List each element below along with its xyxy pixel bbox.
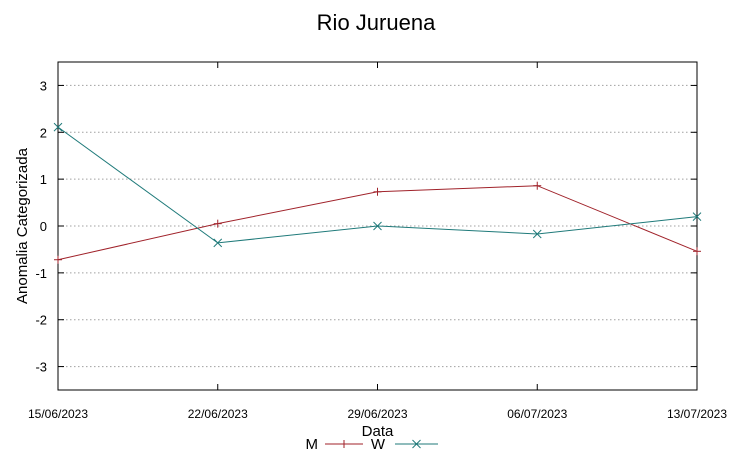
x-tick-label: 06/07/2023: [507, 407, 567, 421]
x-tick-label: 13/07/2023: [667, 407, 727, 421]
y-tick-label: 3: [40, 78, 47, 93]
y-axis-ticks: 3 2 1 0 -1 -2 -3: [35, 78, 697, 375]
data-point-w: [532, 229, 542, 239]
y-tick-label: 2: [40, 125, 47, 140]
chart-title: Rio Juruena: [317, 10, 436, 35]
y-tick-label: 1: [40, 172, 47, 187]
grid: [58, 84, 697, 368]
legend-label-w: W: [371, 436, 386, 453]
series-layer: [53, 122, 702, 264]
y-tick-label: -2: [35, 313, 47, 328]
legend-label-m: M: [306, 436, 319, 453]
x-tick-label: 29/06/2023: [347, 407, 407, 421]
data-point-m: [533, 181, 542, 190]
legend-marker-m: [340, 440, 348, 448]
data-point-m: [213, 219, 222, 228]
y-tick-label: -3: [35, 360, 47, 375]
data-point-w: [692, 212, 702, 221]
y-axis-label: Anomalia Categorizada: [14, 147, 31, 304]
x-axis-label: Data: [362, 423, 394, 440]
data-point-w: [373, 221, 382, 231]
data-point-w: [213, 238, 223, 248]
x-axis-ticks: 15/06/2023 22/06/2023 29/06/2023 06/07/2023…: [28, 62, 727, 421]
y-tick-label: 0: [40, 219, 47, 234]
y-tick-label: -1: [35, 266, 47, 281]
data-point-m: [693, 247, 701, 256]
legend-marker-w: [412, 439, 421, 449]
data-point-w: [53, 122, 63, 132]
x-tick-label: 22/06/2023: [188, 407, 248, 421]
data-point-m: [54, 255, 62, 264]
x-tick-label: 15/06/2023: [28, 407, 88, 421]
data-point-m: [373, 187, 382, 196]
